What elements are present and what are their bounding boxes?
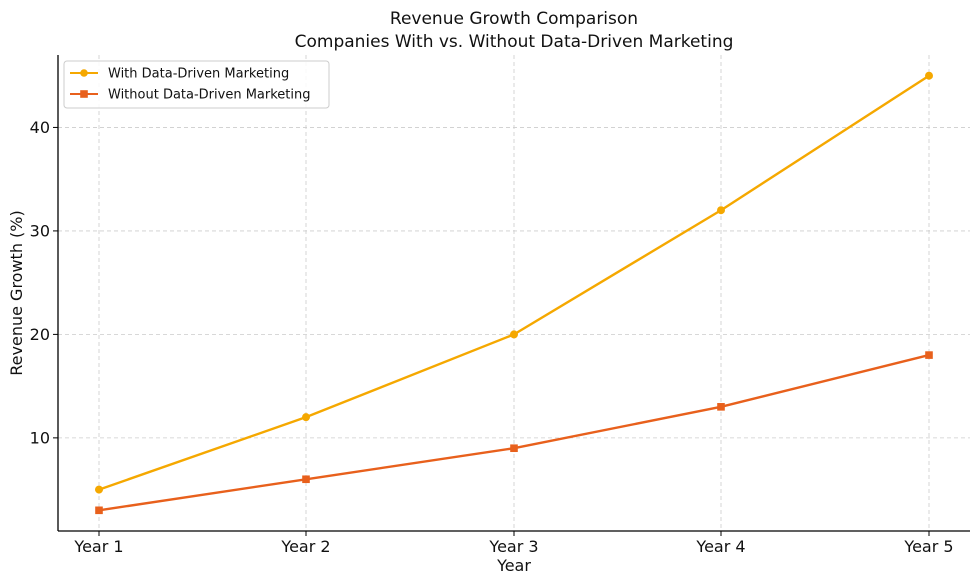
y-axis-label: Revenue Growth (%) xyxy=(7,210,26,375)
x-tick-label: Year 1 xyxy=(73,537,123,556)
legend-box xyxy=(63,60,330,109)
y-tick-label: 10 xyxy=(30,428,50,447)
chart-subtitle: Companies With vs. Without Data-Driven M… xyxy=(295,32,734,52)
series xyxy=(95,71,933,515)
data-point xyxy=(95,485,103,494)
x-tick-label: Year 3 xyxy=(488,537,538,556)
data-point xyxy=(302,475,310,484)
data-point xyxy=(510,444,518,453)
chart-title: Revenue Growth Comparison xyxy=(390,9,638,29)
ticks: Year 1 Year 2 Year 3 Year 4 Year 5 10 20 30 40 xyxy=(30,118,954,556)
x-tick-label: Year 2 xyxy=(280,537,330,556)
y-tick-label: 30 xyxy=(30,221,50,240)
legend-label-with: With Data-Driven Marketing xyxy=(108,67,289,82)
legend-label-without: Without Data-Driven Marketing xyxy=(108,88,311,103)
legend-marker-without xyxy=(80,90,88,98)
data-point xyxy=(717,206,725,215)
legend-marker-with xyxy=(80,69,88,77)
x-axis-label: Year xyxy=(496,556,531,575)
data-point xyxy=(925,351,933,359)
grid xyxy=(58,55,970,531)
data-point xyxy=(302,413,310,422)
data-point xyxy=(925,71,933,80)
data-point xyxy=(95,506,103,515)
legend: With Data-Driven Marketing Without Data-… xyxy=(63,60,330,109)
y-tick-label: 40 xyxy=(30,118,50,137)
y-tick-label: 20 xyxy=(30,325,50,344)
x-tick-label: Year 5 xyxy=(903,537,953,556)
data-point xyxy=(717,403,725,411)
x-tick-label: Year 4 xyxy=(695,537,745,556)
data-point xyxy=(510,330,518,339)
